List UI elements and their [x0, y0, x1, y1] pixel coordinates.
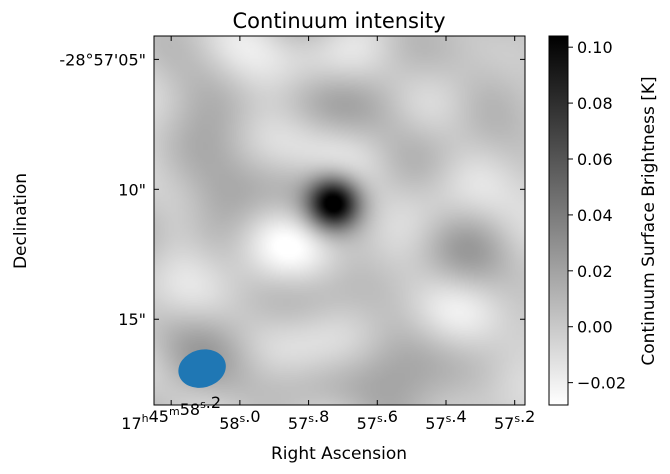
beam-ellipse: [178, 349, 226, 388]
x-tick-label: 58s.0: [219, 407, 260, 433]
heatmap-image: [154, 36, 525, 405]
colorbar-tick-label: 0.00: [577, 318, 613, 337]
y-tick-label: -28°57'05": [59, 50, 146, 69]
x-tick-label: 57s.8: [288, 407, 329, 433]
colorbar-tick-label: 0.02: [577, 262, 613, 281]
colorbar-tick-label: 0.04: [577, 206, 613, 225]
colorbar-tick-label: 0.10: [577, 38, 613, 57]
y-tick-label: 10": [118, 180, 146, 199]
colorbar-label: Continuum Surface Brightness [K]: [639, 76, 659, 365]
y-tick-label: 15": [118, 310, 146, 329]
x-tick-label: 57s.2: [494, 407, 535, 433]
x-tick-label: 57s.6: [357, 407, 398, 433]
colorbar-gradient: [548, 35, 569, 406]
y-axis-label: Declination: [11, 173, 31, 269]
plot-frame: [153, 35, 526, 406]
y-axis-ticks: -28°57'05" 10" 15": [59, 50, 525, 329]
colorbar-tick-label: 0.06: [577, 150, 613, 169]
colorbar-ticks: −0.02 0.00 0.02 0.04 0.06 0.08 0.10: [568, 38, 626, 393]
x-tick-label: 17h45m58s.2: [121, 393, 221, 433]
chart-title: Continuum intensity: [233, 9, 446, 33]
x-axis-label: Right Ascension: [271, 444, 407, 464]
beam-layer: [178, 349, 226, 388]
colorbar: −0.02 0.00 0.02 0.04 0.06 0.08 0.10 Continuum …: [548, 35, 659, 406]
x-tick-label: 57s.4: [425, 407, 466, 433]
colorbar-tick-label: 0.08: [577, 94, 613, 113]
colorbar-tick-label: −0.02: [577, 374, 626, 393]
